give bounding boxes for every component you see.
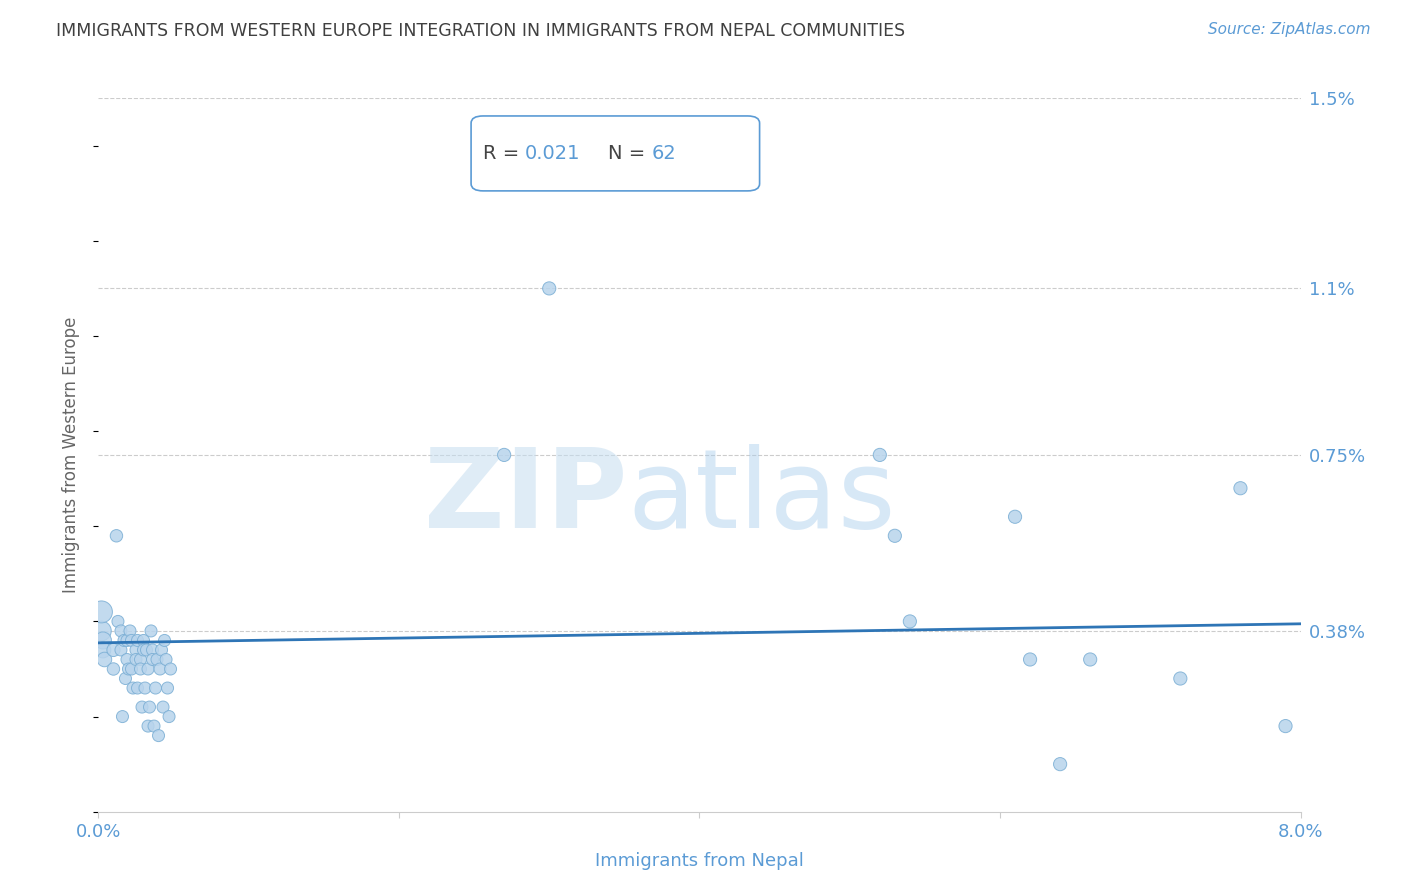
Point xyxy=(149,662,172,676)
Point xyxy=(103,643,125,657)
Point xyxy=(157,709,180,723)
Point xyxy=(118,624,141,638)
Point xyxy=(159,662,181,676)
Point xyxy=(125,643,148,657)
Point xyxy=(115,633,138,648)
Point xyxy=(117,662,139,676)
Point xyxy=(155,652,177,666)
Point xyxy=(150,643,173,657)
Point xyxy=(134,681,156,695)
Text: IMMIGRANTS FROM WESTERN EUROPE INTEGRATION IN IMMIGRANTS FROM NEPAL COMMUNITIES: IMMIGRANTS FROM WESTERN EUROPE INTEGRATI… xyxy=(56,22,905,40)
Point xyxy=(132,643,155,657)
Point xyxy=(129,662,152,676)
Point xyxy=(1019,652,1042,666)
Point xyxy=(141,652,163,666)
Point xyxy=(152,700,174,714)
Point xyxy=(494,448,516,462)
Point xyxy=(114,672,136,686)
Point xyxy=(110,624,132,638)
Point xyxy=(132,633,155,648)
Point xyxy=(110,643,132,657)
Point xyxy=(103,662,125,676)
Text: 0.021: 0.021 xyxy=(526,144,581,163)
Text: atlas: atlas xyxy=(627,444,896,551)
Point xyxy=(136,662,159,676)
FancyBboxPatch shape xyxy=(471,116,759,191)
Point xyxy=(138,700,160,714)
Point xyxy=(153,633,176,648)
Point xyxy=(111,709,134,723)
Point xyxy=(122,681,145,695)
Point xyxy=(898,615,921,629)
Point xyxy=(869,448,891,462)
Y-axis label: Immigrants from Western Europe: Immigrants from Western Europe xyxy=(62,317,80,593)
Point xyxy=(125,652,148,666)
Text: N =: N = xyxy=(607,144,651,163)
Point xyxy=(883,529,905,543)
Point xyxy=(127,681,149,695)
Point xyxy=(131,700,153,714)
Text: Source: ZipAtlas.com: Source: ZipAtlas.com xyxy=(1208,22,1371,37)
Point xyxy=(115,652,138,666)
Point xyxy=(121,662,143,676)
Point xyxy=(146,652,169,666)
Point xyxy=(93,652,115,666)
Point xyxy=(135,643,157,657)
Point xyxy=(90,605,112,619)
Point xyxy=(141,643,163,657)
Text: ZIP: ZIP xyxy=(425,444,627,551)
Point xyxy=(121,633,143,648)
Text: 62: 62 xyxy=(651,144,676,163)
Point xyxy=(105,529,128,543)
Point xyxy=(1049,757,1071,772)
Point xyxy=(107,615,129,629)
Point xyxy=(1168,672,1191,686)
Point xyxy=(91,633,114,648)
Point xyxy=(156,681,179,695)
Point xyxy=(112,633,135,648)
Point xyxy=(91,643,114,657)
Point xyxy=(1229,481,1251,495)
Point xyxy=(136,719,159,733)
Text: R =: R = xyxy=(482,144,526,163)
Point xyxy=(139,624,162,638)
Point xyxy=(129,652,152,666)
Point xyxy=(1004,509,1026,524)
X-axis label: Immigrants from Nepal: Immigrants from Nepal xyxy=(595,852,804,870)
Point xyxy=(1078,652,1101,666)
Point xyxy=(90,624,112,638)
Point xyxy=(538,281,561,295)
Point xyxy=(148,729,170,743)
Point xyxy=(1274,719,1296,733)
Point xyxy=(145,681,167,695)
Point xyxy=(143,719,166,733)
Point xyxy=(127,633,149,648)
